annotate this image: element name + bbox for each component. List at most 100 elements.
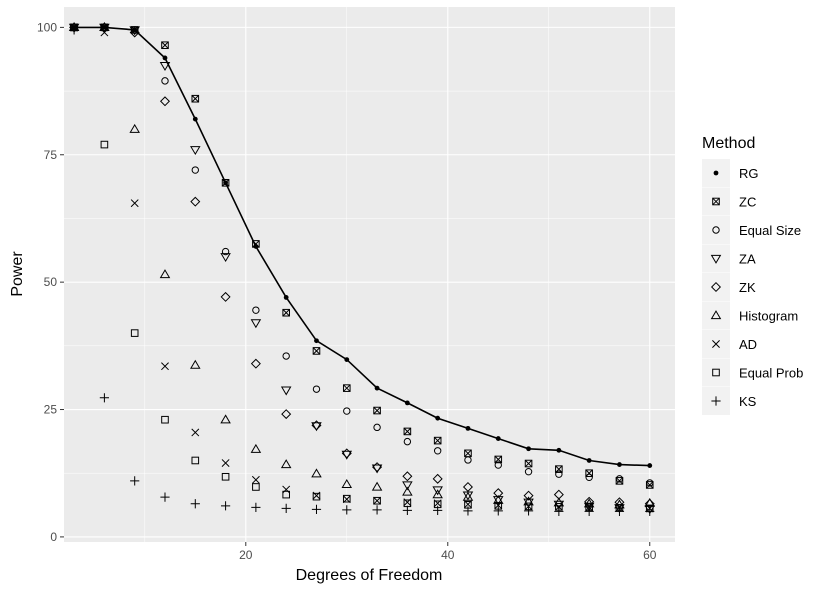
zk-point [281, 409, 292, 420]
ks-point [372, 505, 382, 515]
za-point [341, 450, 353, 460]
zk-point [432, 473, 443, 484]
za-point [432, 486, 443, 496]
plot-panel [64, 7, 675, 542]
zc-point-cross [312, 347, 321, 355]
zc-point-box [373, 406, 381, 415]
rg-point [526, 446, 531, 452]
zc-point-cross [191, 95, 199, 103]
zc-point-cross [373, 406, 381, 415]
rg-point [435, 415, 441, 421]
zk-point [372, 462, 383, 473]
ad-point [130, 199, 139, 208]
x-axis-ticks: 20 40 60 [239, 542, 657, 562]
equal-prob-point [524, 502, 533, 511]
za-point [159, 61, 171, 71]
equal-prob-point [373, 496, 381, 505]
zc-point-cross [282, 309, 290, 317]
legend-label-equal-prob: Equal Prob [739, 366, 803, 381]
rg-point [162, 55, 168, 61]
zc-point [494, 455, 503, 464]
ad-point [221, 459, 230, 467]
y-axis-ticks: 0 25 50 75 100 [37, 20, 64, 544]
series-zc [70, 23, 654, 489]
za-point [644, 505, 656, 515]
equal-size-point [343, 407, 351, 415]
zk-point [493, 488, 504, 499]
histogram-point [341, 479, 353, 489]
equal-size-point [373, 423, 381, 432]
ad-point [373, 496, 382, 505]
rg-point [617, 462, 622, 467]
rg-point [101, 24, 107, 30]
zc-point [342, 384, 351, 392]
ks-point [160, 492, 170, 502]
zk-point [553, 489, 564, 500]
zc-point [555, 465, 563, 473]
legend-label-ad: AD [739, 337, 757, 352]
rg-point [374, 385, 380, 391]
legend-key [702, 301, 730, 330]
equal-size-point [524, 467, 533, 476]
equal-size-point [403, 437, 412, 446]
ks-point [281, 503, 291, 513]
equal-size-point [221, 247, 230, 256]
za-point [402, 481, 413, 491]
equal-size-point [585, 473, 593, 481]
rg-point [556, 447, 562, 453]
za-point [553, 500, 565, 510]
rg-point [465, 425, 471, 431]
zc-point-cross [615, 477, 624, 485]
x-tick-label: 40 [441, 548, 455, 562]
legend-symbol-zc-box [712, 197, 720, 206]
ks-point [130, 476, 140, 486]
histogram-point [432, 489, 443, 499]
legend-label-equal-size: Equal Size [739, 223, 801, 238]
ad-point [403, 498, 412, 507]
ks-point [523, 506, 534, 516]
legend-label-za: ZA [739, 252, 756, 267]
zc-point-box [70, 23, 78, 32]
ks-point [190, 499, 200, 509]
equal-size-point [312, 385, 321, 393]
za-point [190, 146, 201, 156]
equal-size-point [282, 352, 290, 360]
za-point [280, 386, 292, 396]
equal-size-point [161, 77, 169, 85]
za-point [250, 319, 262, 329]
histogram-point [402, 486, 413, 496]
ad-point [464, 500, 472, 509]
legend-key [702, 358, 730, 387]
gridlines [64, 7, 675, 542]
legend-label-rg: RG [739, 166, 759, 181]
equal-size-point [433, 447, 442, 455]
equal-prob-point [312, 492, 321, 501]
zk-point [462, 481, 473, 492]
zc-point-box [494, 455, 503, 464]
zk-point [614, 497, 625, 508]
rg-point [132, 27, 138, 33]
za-point [371, 464, 383, 474]
zc-point-box [403, 427, 412, 436]
zc-point-cross [464, 449, 472, 457]
zk-point [159, 96, 170, 107]
legend-symbol-histogram [710, 310, 722, 320]
za-point [523, 498, 534, 508]
histogram-point [190, 359, 201, 369]
ks-point [402, 505, 412, 516]
zc-point-box [312, 347, 321, 355]
zc-point-cross [161, 41, 169, 49]
ks-point [99, 393, 109, 403]
equal-prob-point [342, 494, 351, 503]
y-tick-label: 50 [44, 275, 58, 289]
zc-point [645, 481, 654, 489]
legend-label-ks: KS [739, 394, 757, 409]
zc-point-cross [524, 459, 533, 468]
histogram-point [159, 269, 171, 279]
ks-point [342, 505, 352, 515]
ks-point [251, 502, 261, 512]
rg-point [647, 463, 653, 468]
rg-point [71, 24, 77, 30]
rg-point [223, 180, 228, 186]
equal-size-point [252, 306, 260, 314]
